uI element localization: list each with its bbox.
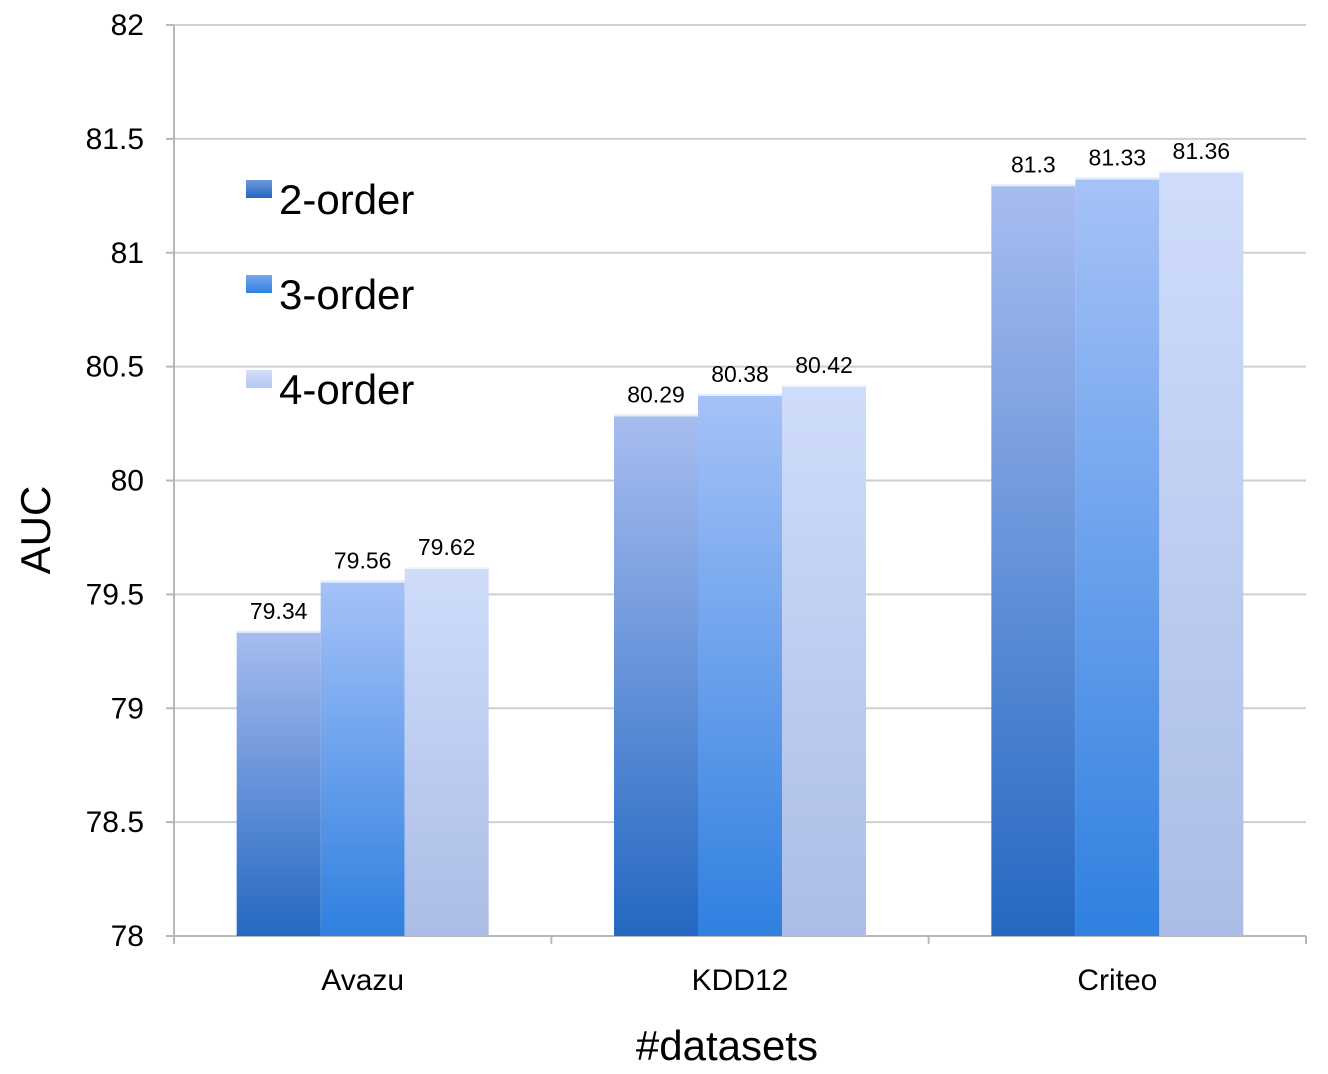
data-label: 81.36	[1173, 138, 1231, 164]
y-tick-label: 78	[111, 920, 144, 953]
y-tick-label: 81	[111, 237, 144, 270]
data-labels: 79.34 79.56 79.62 80.29 80.38 80.42 81.3 81.33 8…	[250, 138, 1230, 624]
x-axis-title: #datasets	[636, 1022, 818, 1069]
bar	[1159, 170, 1244, 936]
bar	[782, 384, 866, 937]
data-label: 79.56	[334, 548, 392, 574]
legend-swatch	[246, 180, 272, 198]
y-tick-label: 81.5	[86, 123, 144, 156]
data-label: 80.42	[795, 352, 853, 378]
legend-swatch	[246, 370, 272, 388]
data-label: 79.34	[250, 598, 308, 624]
legend-label: 4-order	[279, 366, 414, 413]
y-tick-label: 79	[111, 692, 144, 725]
x-tick-label: KDD12	[692, 964, 789, 997]
bar	[698, 393, 782, 937]
y-tick-label: 82	[111, 9, 144, 42]
y-tick-label: 78.5	[86, 806, 144, 839]
bars	[236, 170, 1244, 937]
legend-label: 3-order	[279, 271, 414, 318]
bar	[320, 580, 405, 936]
legend-label: 2-order	[279, 176, 414, 223]
bar	[614, 414, 698, 936]
bar	[236, 630, 321, 936]
data-label: 80.29	[627, 381, 685, 407]
y-tick-labels: 78 78.5 79 79.5 80 80.5 81 81.5 82	[86, 9, 144, 953]
legend-swatch	[246, 275, 272, 293]
data-label: 80.38	[711, 361, 769, 387]
x-tick-labels: Avazu KDD12 Criteo	[321, 964, 1157, 997]
y-axis-title: AUC	[12, 486, 59, 575]
data-label: 81.3	[1011, 151, 1056, 177]
bar	[404, 567, 489, 936]
bar	[1075, 177, 1160, 936]
bar	[991, 184, 1076, 937]
y-tick-label: 79.5	[86, 578, 144, 611]
data-label: 81.33	[1089, 145, 1147, 171]
y-tick-label: 80	[111, 465, 144, 498]
x-tick-label: Avazu	[321, 964, 404, 997]
legend: 2-order 3-order 4-order	[246, 176, 414, 413]
data-label: 79.62	[418, 534, 476, 560]
y-tick-label: 80.5	[86, 351, 144, 384]
x-tick-label: Criteo	[1077, 964, 1157, 997]
